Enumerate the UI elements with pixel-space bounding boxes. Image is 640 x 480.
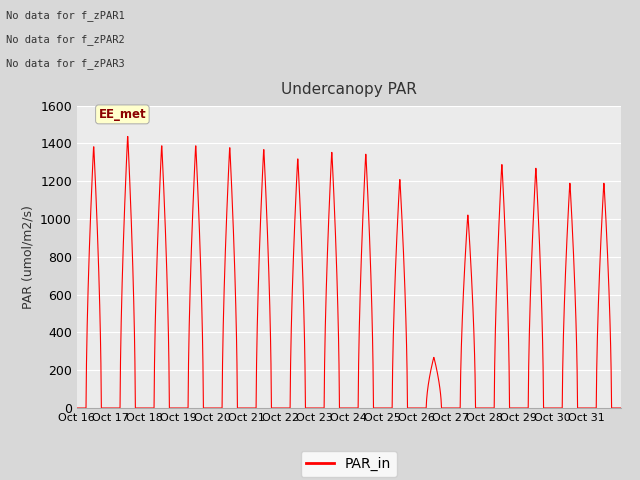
Y-axis label: PAR (umol/m2/s): PAR (umol/m2/s) [22, 205, 35, 309]
Text: EE_met: EE_met [99, 108, 146, 121]
Title: Undercanopy PAR: Undercanopy PAR [281, 83, 417, 97]
Text: No data for f_zPAR1: No data for f_zPAR1 [6, 10, 125, 21]
Legend: PAR_in: PAR_in [301, 451, 397, 477]
Text: No data for f_zPAR3: No data for f_zPAR3 [6, 58, 125, 69]
Text: No data for f_zPAR2: No data for f_zPAR2 [6, 34, 125, 45]
